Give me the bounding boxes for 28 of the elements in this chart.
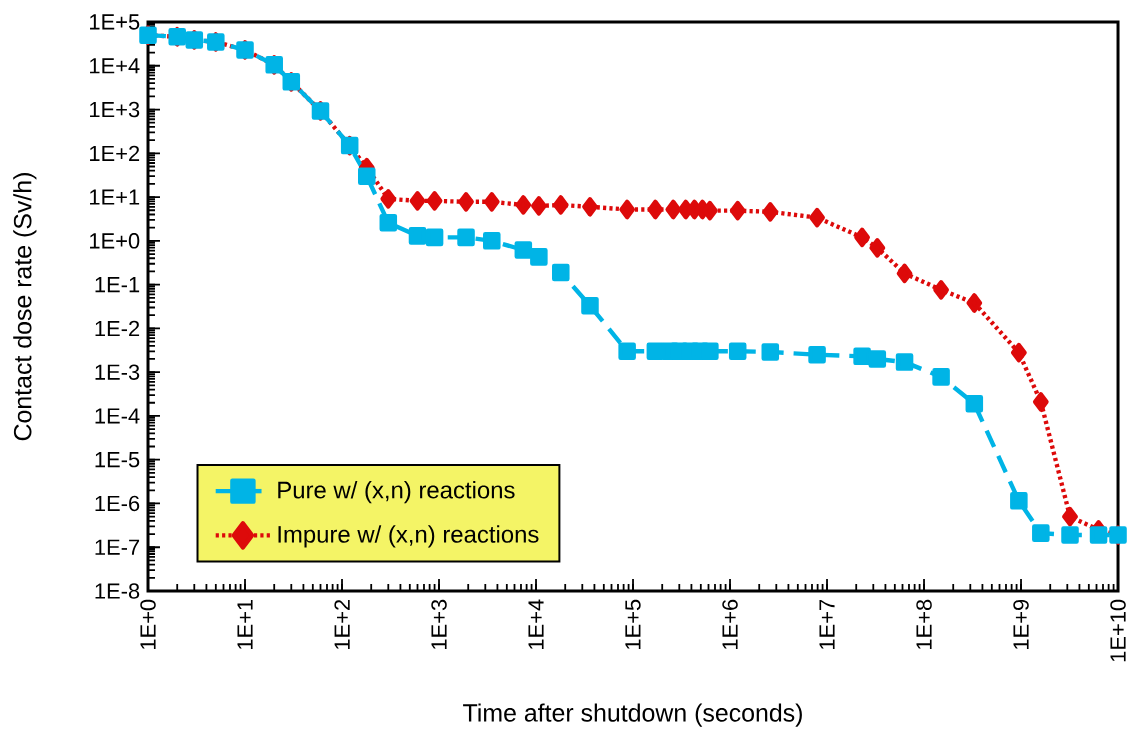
y-tick-label: 1E-3 [95,364,140,380]
x-tick-label: 1E+5 [625,599,641,649]
x-axis-title: Time after shutdown (seconds) [463,703,802,727]
y-tick-label: 1E+4 [90,58,140,74]
y-tick-label: 1E+0 [90,233,140,249]
y-tick-label: 1E-1 [95,277,140,293]
y-tick-label: 1E-8 [95,583,140,599]
y-tick-label: 1E+2 [90,145,140,161]
legend-label: Pure w/ (x,n) reactions [278,480,515,504]
y-axis-title: Contact dose rate (Sv/h) [13,173,37,441]
x-tick-label: 1E+2 [334,599,350,649]
x-tick-label: 1E+9 [1013,599,1029,649]
y-tick-label: 1E-2 [95,320,140,337]
legend-label: Impure w/ (x,n) reactions [278,525,539,548]
x-tick-label: 1E+7 [819,599,835,649]
y-tick-label: 1E+5 [90,14,140,30]
y-tick-label: 1E-6 [95,495,140,512]
y-tick-label: 1E-4 [95,408,140,424]
y-tick-label: 1E+3 [90,101,140,118]
x-tick-label: 1E+6 [722,599,738,649]
y-tick-label: 1E-7 [95,539,140,555]
y-tick-label: 1E-5 [95,452,140,468]
x-tick-label: 1E+4 [528,599,544,649]
x-tick-label: 1E+10 [1110,599,1126,662]
y-tick-label: 1E+1 [90,189,140,205]
x-tick-label: 1E+3 [431,599,447,649]
x-tick-label: 1E+8 [916,599,932,649]
x-tick-label: 1E+1 [237,599,253,649]
